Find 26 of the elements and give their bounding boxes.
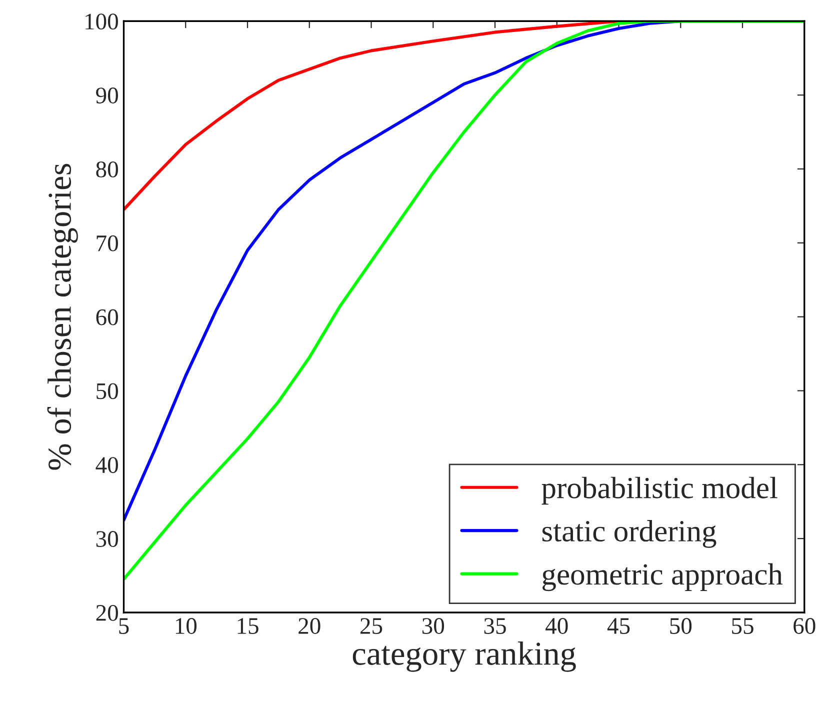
y-tick-label: 30 [96, 531, 118, 547]
x-tick-label: 30 [422, 618, 444, 634]
y-tick-label: 70 [96, 235, 118, 252]
y-tick-label: 90 [96, 88, 118, 104]
y-tick-label: 40 [96, 457, 118, 474]
y-tick-label: 100 [86, 14, 118, 30]
legend-label: geometric approach [542, 563, 783, 592]
y-tick-label: 60 [96, 309, 118, 326]
x-tick-label: 5 [119, 618, 129, 634]
legend-label: probabilistic model [542, 476, 778, 505]
x-tick-label: 40 [546, 618, 568, 634]
y-tick-label: 20 [96, 604, 118, 621]
x-tick-label: 15 [238, 618, 258, 634]
x-tick-label: 60 [794, 618, 816, 634]
x-tick-label: 45 [607, 618, 630, 634]
x-tick-label: 20 [298, 618, 320, 634]
legend-label: static ordering [542, 520, 716, 548]
x-tick-label: 10 [176, 618, 197, 634]
x-tick-label: 25 [360, 618, 382, 634]
y-tick-label: 50 [96, 383, 118, 400]
x-tick-label: 35 [484, 618, 506, 634]
y-tick-label: 80 [96, 161, 118, 178]
x-tick-label: 55 [732, 618, 754, 634]
x-axis-title: category ranking [352, 642, 576, 672]
x-tick-label: 50 [670, 618, 692, 634]
y-axis-title: % of chosen categories [47, 164, 78, 470]
